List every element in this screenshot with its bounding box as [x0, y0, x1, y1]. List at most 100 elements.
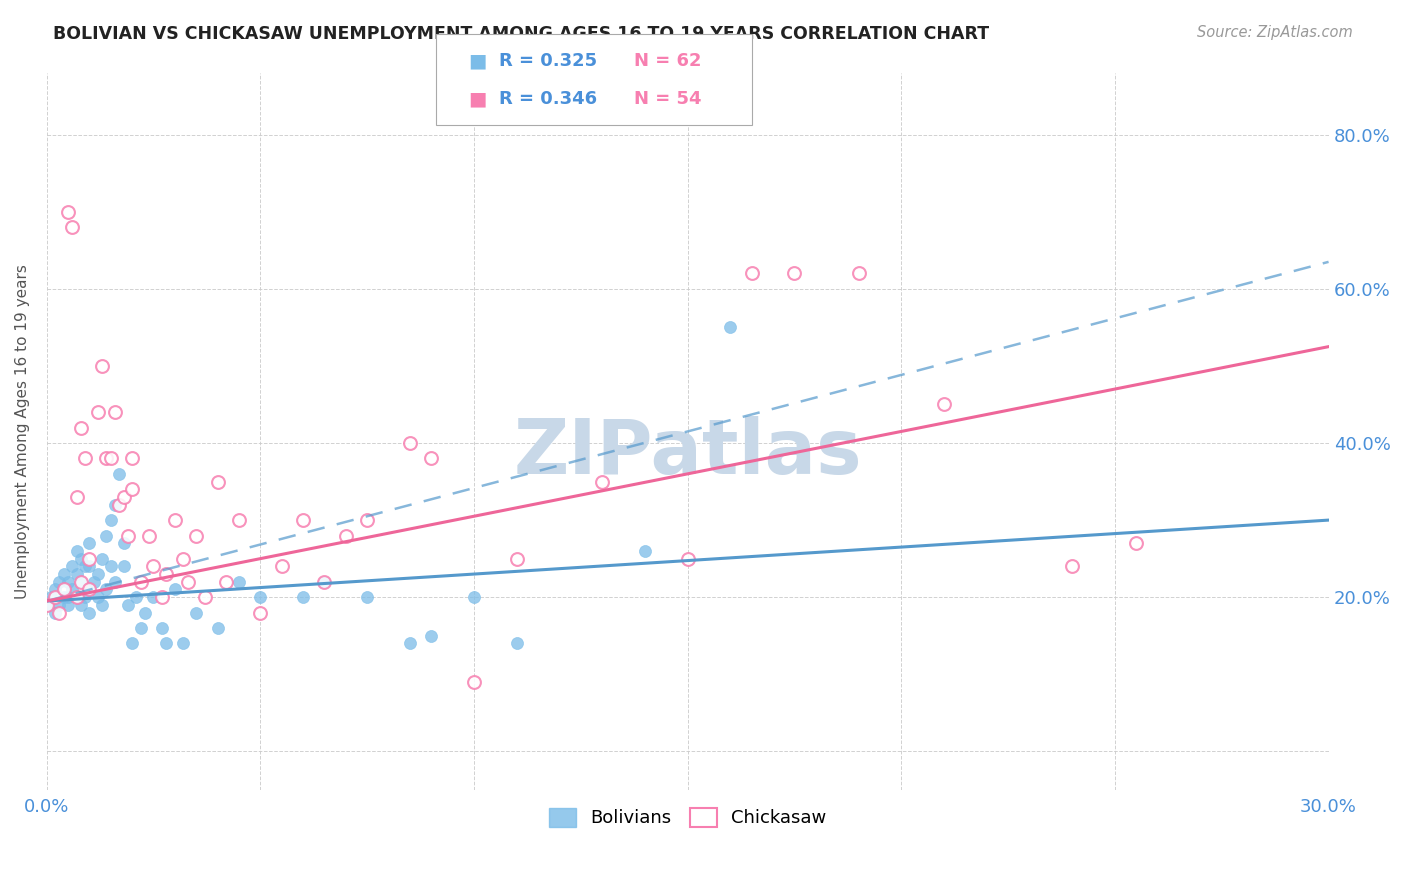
Point — [172, 551, 194, 566]
Point — [1062, 559, 1084, 574]
Point — [56, 574, 79, 589]
Point — [314, 574, 336, 589]
Point — [155, 567, 177, 582]
Point — [100, 559, 122, 574]
Point — [505, 551, 527, 566]
Point — [79, 551, 101, 566]
Point — [108, 498, 131, 512]
Point — [134, 606, 156, 620]
Point — [35, 598, 58, 612]
Point — [79, 536, 101, 550]
Point — [100, 513, 122, 527]
Point — [56, 204, 79, 219]
Point — [112, 490, 135, 504]
Point — [356, 590, 378, 604]
Text: Source: ZipAtlas.com: Source: ZipAtlas.com — [1197, 25, 1353, 40]
Point — [121, 636, 143, 650]
Point — [186, 606, 208, 620]
Point — [52, 590, 75, 604]
Point — [125, 590, 148, 604]
Point — [87, 405, 110, 419]
Point — [335, 528, 357, 542]
Point — [104, 574, 127, 589]
Point — [314, 574, 336, 589]
Point — [65, 567, 87, 582]
Point — [138, 528, 160, 542]
Point — [215, 574, 238, 589]
Point — [718, 320, 741, 334]
Text: N = 62: N = 62 — [634, 53, 702, 70]
Point — [56, 598, 79, 612]
Point — [79, 582, 101, 597]
Point — [70, 551, 93, 566]
Point — [65, 590, 87, 604]
Point — [91, 598, 114, 612]
Point — [186, 528, 208, 542]
Point — [121, 483, 143, 497]
Point — [65, 490, 87, 504]
Point — [112, 536, 135, 550]
Point — [420, 451, 443, 466]
Point — [96, 451, 118, 466]
Point — [505, 636, 527, 650]
Point — [44, 582, 66, 597]
Point — [155, 636, 177, 650]
Y-axis label: Unemployment Among Ages 16 to 19 years: Unemployment Among Ages 16 to 19 years — [15, 264, 30, 599]
Point — [249, 606, 271, 620]
Point — [60, 582, 83, 597]
Point — [150, 621, 173, 635]
Text: ■: ■ — [468, 89, 486, 109]
Point — [75, 559, 97, 574]
Point — [129, 574, 152, 589]
Point — [228, 574, 250, 589]
Point — [79, 582, 101, 597]
Point — [117, 528, 139, 542]
Point — [48, 598, 70, 612]
Point — [292, 513, 315, 527]
Point — [70, 420, 93, 434]
Point — [463, 675, 485, 690]
Point — [129, 621, 152, 635]
Point — [783, 267, 806, 281]
Point — [75, 451, 97, 466]
Point — [52, 582, 75, 597]
Point — [79, 559, 101, 574]
Point — [932, 397, 955, 411]
Point — [104, 405, 127, 419]
Point — [121, 451, 143, 466]
Point — [60, 220, 83, 235]
Point — [176, 574, 198, 589]
Point — [65, 590, 87, 604]
Point — [150, 590, 173, 604]
Point — [1125, 536, 1147, 550]
Point — [848, 267, 870, 281]
Text: ZIPatlas: ZIPatlas — [513, 416, 862, 490]
Point — [117, 598, 139, 612]
Point — [70, 598, 93, 612]
Point — [52, 567, 75, 582]
Point — [463, 590, 485, 604]
Point — [142, 559, 165, 574]
Point — [676, 551, 699, 566]
Point — [104, 498, 127, 512]
Text: BOLIVIAN VS CHICKASAW UNEMPLOYMENT AMONG AGES 16 TO 19 YEARS CORRELATION CHART: BOLIVIAN VS CHICKASAW UNEMPLOYMENT AMONG… — [53, 25, 990, 43]
Point — [292, 590, 315, 604]
Point — [112, 559, 135, 574]
Point — [83, 574, 105, 589]
Point — [420, 629, 443, 643]
Point — [75, 590, 97, 604]
Point — [91, 551, 114, 566]
Point — [228, 513, 250, 527]
Point — [91, 359, 114, 373]
Point — [65, 544, 87, 558]
Point — [163, 582, 186, 597]
Text: R = 0.346: R = 0.346 — [499, 90, 598, 108]
Point — [108, 467, 131, 481]
Point — [399, 436, 422, 450]
Point — [356, 513, 378, 527]
Point — [48, 606, 70, 620]
Point — [79, 606, 101, 620]
Point — [207, 475, 229, 489]
Point — [96, 582, 118, 597]
Point — [56, 590, 79, 604]
